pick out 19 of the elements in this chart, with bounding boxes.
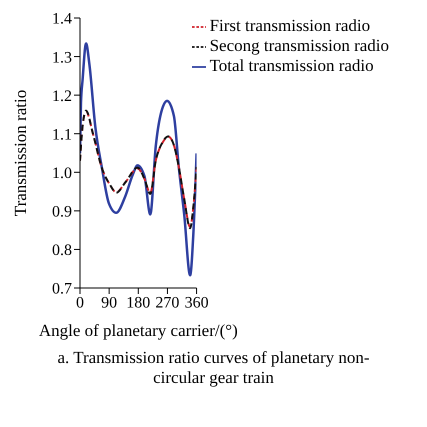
x-tick-label: 180	[126, 294, 150, 312]
legend-label: First transmission radio	[210, 16, 370, 35]
y-tick-label: 1.1	[52, 126, 72, 144]
y-tick-label: 1.0	[52, 164, 72, 182]
y-tick-label: 0.9	[52, 204, 72, 221]
y-tick-label: 1.3	[52, 49, 72, 66]
x-axis-title: Angle of planetary carrier/(°)	[38, 321, 238, 340]
y-tick-label: 1.4	[52, 10, 72, 28]
x-tick-label: 0	[76, 294, 84, 312]
x-tick-label: 90	[101, 294, 118, 312]
y-tick-label: 0.7	[52, 280, 72, 298]
x-tick-label: 360	[184, 294, 209, 312]
y-tick-label: 0.8	[52, 242, 72, 260]
legend-label: Total transmission radio	[210, 56, 374, 75]
x-tick-label: 270	[155, 294, 180, 312]
y-tick-label: 1.2	[52, 88, 72, 105]
text: a. Transmission ratio curves of planetary non-circular gear train	[56, 348, 371, 388]
legend-label: Secong transmission radio	[210, 36, 389, 55]
y-axis-title: Transmission ratio	[11, 90, 30, 216]
